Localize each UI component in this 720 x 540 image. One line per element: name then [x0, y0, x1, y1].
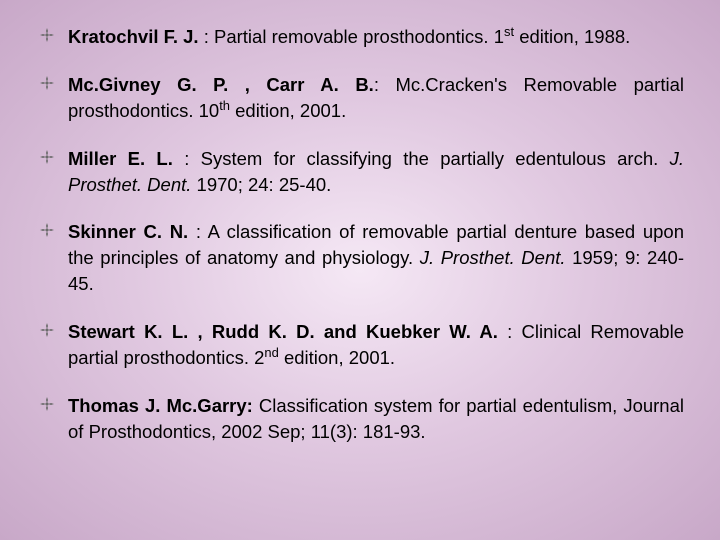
fleuron-bullet-icon: [40, 223, 54, 237]
reference-item: Thomas J. Mc.Garry: Classification syste…: [40, 393, 684, 445]
reference-item: Miller E. L. : System for classifying th…: [40, 146, 684, 198]
fleuron-bullet-icon: [40, 397, 54, 411]
fleuron-bullet-icon: [40, 150, 54, 164]
reference-item: Stewart K. L. , Rudd K. D. and Kuebker W…: [40, 319, 684, 371]
reference-text: Miller E. L. : System for classifying th…: [68, 146, 684, 198]
fleuron-bullet-icon: [40, 323, 54, 337]
reference-text: Skinner C. N. : A classification of remo…: [68, 219, 684, 297]
fleuron-bullet-icon: [40, 76, 54, 90]
reference-text: Mc.Givney G. P. , Carr A. B.: Mc.Cracken…: [68, 72, 684, 124]
reference-item: Mc.Givney G. P. , Carr A. B.: Mc.Cracken…: [40, 72, 684, 124]
reference-text: Thomas J. Mc.Garry: Classification syste…: [68, 393, 684, 445]
reference-item: Skinner C. N. : A classification of remo…: [40, 219, 684, 297]
reference-text: Kratochvil F. J. : Partial removable pro…: [68, 24, 630, 50]
references-list: Kratochvil F. J. : Partial removable pro…: [0, 0, 720, 491]
reference-text: Stewart K. L. , Rudd K. D. and Kuebker W…: [68, 319, 684, 371]
reference-item: Kratochvil F. J. : Partial removable pro…: [40, 24, 684, 50]
fleuron-bullet-icon: [40, 28, 54, 42]
